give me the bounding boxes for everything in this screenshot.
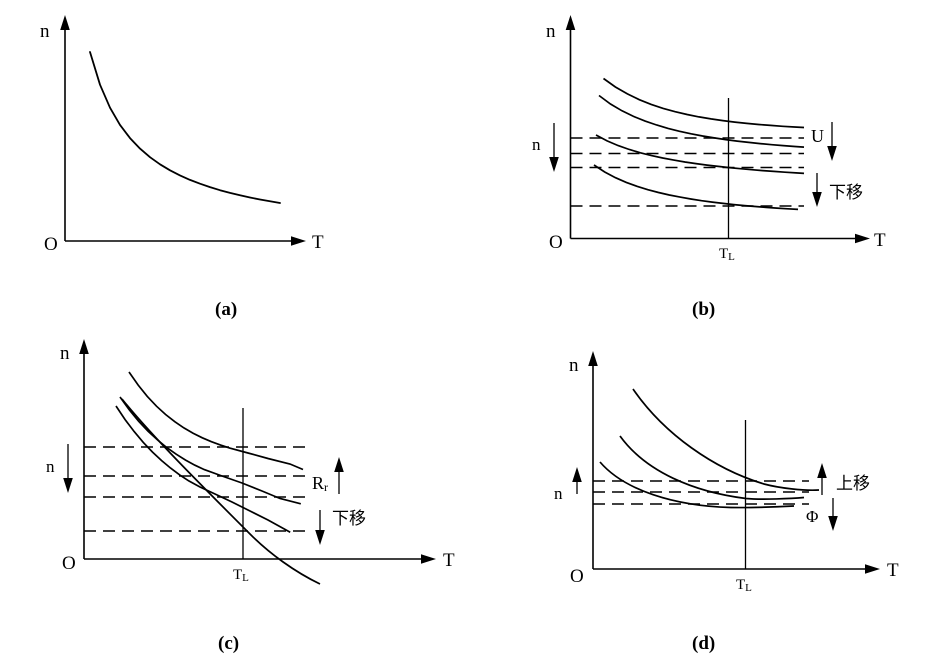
svg-text:TL: TL bbox=[736, 577, 752, 594]
svg-text:T: T bbox=[887, 560, 899, 581]
svg-text:O: O bbox=[44, 234, 58, 255]
svg-text:下移: 下移 bbox=[332, 509, 366, 528]
svg-text:n: n bbox=[60, 343, 70, 364]
svg-text:(c): (c) bbox=[218, 633, 239, 654]
svg-text:T: T bbox=[874, 230, 886, 251]
svg-text:(a): (a) bbox=[215, 299, 237, 320]
svg-text:Rr: Rr bbox=[312, 473, 328, 494]
svg-text:n: n bbox=[46, 457, 55, 476]
svg-text:Φ: Φ bbox=[806, 507, 818, 526]
svg-text:U: U bbox=[811, 126, 824, 146]
svg-text:O: O bbox=[549, 232, 563, 253]
svg-text:n: n bbox=[554, 484, 563, 503]
svg-text:n: n bbox=[569, 355, 579, 376]
svg-text:TL: TL bbox=[233, 567, 249, 584]
svg-text:(d): (d) bbox=[692, 633, 715, 654]
svg-text:下移: 下移 bbox=[829, 183, 863, 202]
svg-text:n: n bbox=[532, 135, 541, 154]
svg-text:n: n bbox=[546, 21, 556, 42]
svg-text:O: O bbox=[570, 566, 584, 587]
svg-text:T: T bbox=[312, 232, 324, 253]
svg-text:O: O bbox=[62, 553, 76, 574]
svg-text:T: T bbox=[443, 550, 455, 571]
svg-text:TL: TL bbox=[719, 246, 735, 263]
svg-text:n: n bbox=[40, 21, 50, 42]
svg-text:上移: 上移 bbox=[836, 474, 870, 493]
svg-text:(b): (b) bbox=[692, 299, 715, 320]
